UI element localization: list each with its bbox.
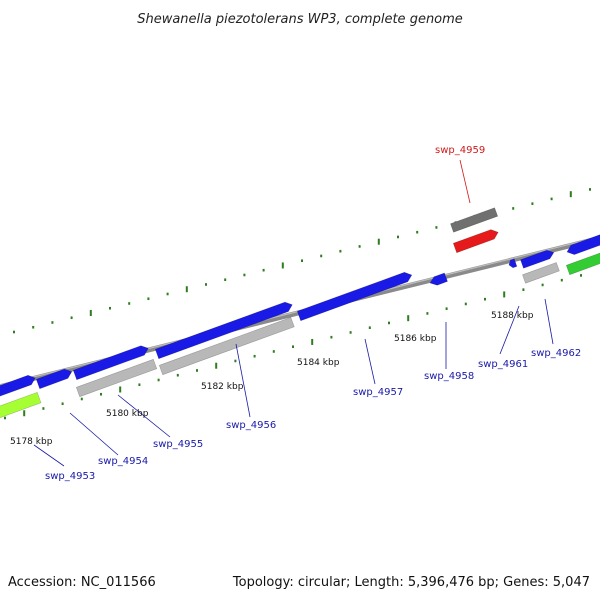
gene-callouts	[33, 159, 554, 467]
inner-tick-row	[4, 274, 582, 420]
callout-swp-4957	[364, 338, 376, 385]
gene-label-swp-4955[interactable]: swp_4955	[153, 439, 203, 450]
callout-swp-4955	[117, 394, 171, 438]
gene-block-swp-4959-partner[interactable]	[450, 207, 499, 233]
gene-block-lime[interactable]	[0, 392, 42, 419]
gene-block-swp-4962[interactable]	[522, 262, 560, 284]
gene-label-swp-4953[interactable]: swp_4953	[45, 471, 95, 482]
genome-title: Shewanella piezotolerans WP3, complete g…	[137, 12, 463, 27]
callout-swp-4961	[499, 305, 520, 355]
gene-label-swp-4957[interactable]: swp_4957	[353, 387, 403, 398]
callout-swp-4959	[459, 159, 471, 204]
callout-swp-4954	[69, 412, 119, 456]
gene-block-swp-4957[interactable]	[296, 271, 413, 322]
gene-block-edge[interactable]	[566, 234, 600, 255]
gene-block-swp-4956[interactable]	[154, 301, 293, 360]
gene-block-small[interactable]	[508, 258, 518, 269]
gene-block-swp-4955[interactable]	[72, 345, 149, 381]
genome-summary-text: Topology: circular; Length: 5,396,476 bp…	[232, 575, 590, 590]
gene-block-swp-4961[interactable]	[520, 249, 555, 269]
callout-swp-4962	[544, 298, 554, 345]
kbp-label-5184: 5184 kbp	[297, 358, 340, 368]
kbp-label-5186: 5186 kbp	[394, 334, 437, 344]
gene-label-swp-4954[interactable]: swp_4954	[98, 456, 148, 467]
kbp-labels: 5178 kbp 5180 kbp 5182 kbp 5184 kbp 5186…	[10, 311, 534, 447]
gene-block-gray-2[interactable]	[158, 317, 295, 376]
outer-tick-row	[13, 188, 591, 334]
gene-block-green[interactable]	[565, 252, 600, 276]
kbp-label-5182: 5182 kbp	[201, 382, 244, 392]
gene-label-swp-4962[interactable]: swp_4962	[531, 348, 581, 359]
gene-block-swp-4958[interactable]	[429, 272, 448, 286]
gene-label-swp-4959[interactable]: swp_4959	[435, 145, 485, 156]
gene-labels[interactable]: swp_4953 swp_4954 swp_4955 swp_4956 swp_…	[45, 145, 581, 482]
accession-text: Accession: NC_011566	[8, 575, 156, 590]
gene-block-swp-4959[interactable]	[452, 229, 499, 254]
kbp-label-5180: 5180 kbp	[106, 409, 149, 419]
gene-block-swp-4953[interactable]	[0, 374, 36, 397]
callout-swp-4953	[33, 444, 65, 467]
gene-block-swp-4954[interactable]	[35, 368, 73, 390]
gene-label-swp-4958[interactable]: swp_4958	[424, 371, 474, 382]
gene-blocks	[0, 207, 600, 419]
gene-block-gray-1[interactable]	[75, 358, 158, 398]
callout-swp-4956	[235, 343, 251, 418]
gene-label-swp-4956[interactable]: swp_4956	[226, 420, 276, 431]
kbp-label-5178: 5178 kbp	[10, 437, 53, 447]
gene-label-swp-4961[interactable]: swp_4961	[478, 359, 528, 370]
kbp-label-5188: 5188 kbp	[491, 311, 534, 321]
